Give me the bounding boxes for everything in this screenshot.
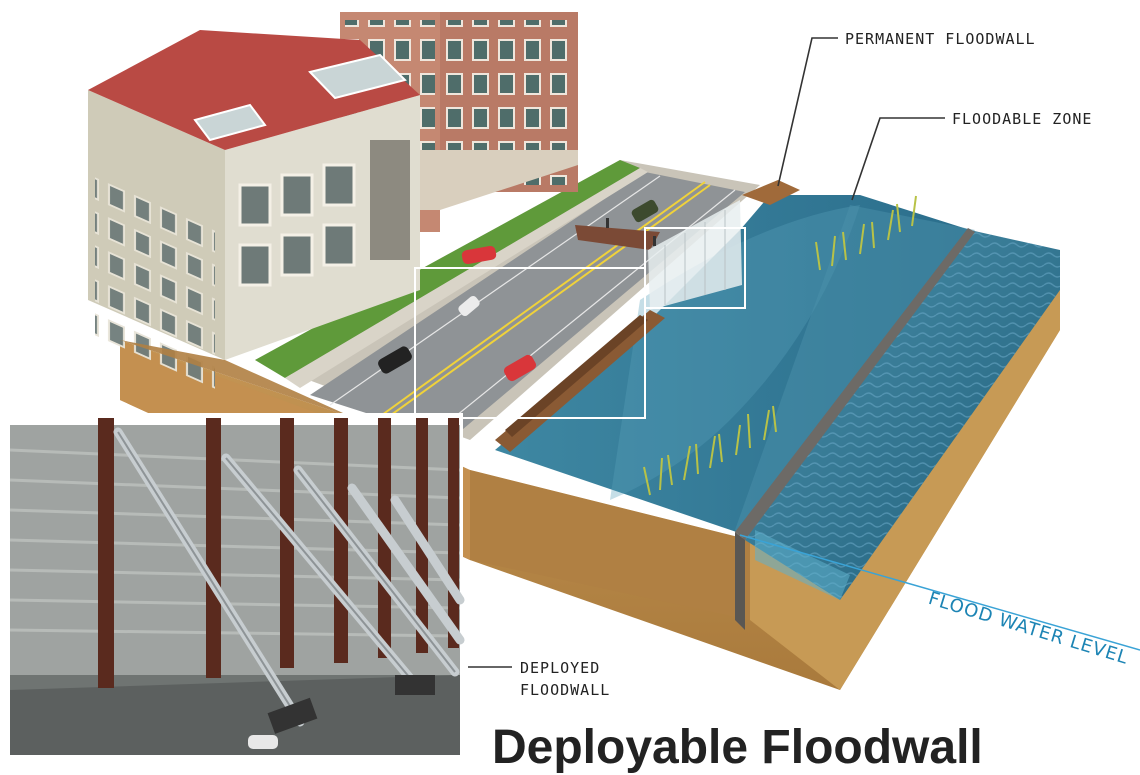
- channel-planter: [495, 310, 665, 452]
- building-front: [88, 30, 470, 470]
- deployed-floodwall-label-line1: DEPLOYED: [520, 659, 601, 677]
- permanent-floodwall: [735, 228, 975, 630]
- reeds: [643, 195, 917, 496]
- floodwall-illustration: [8, 12, 1140, 755]
- permanent-floodwall-label: PERMANENT FLOODWALL: [845, 30, 1036, 48]
- deployable-floodwall-panels: [644, 180, 800, 310]
- deployed-floodwall-label: DEPLOYED FLOODWALL: [520, 657, 610, 701]
- floodable-zone-label: FLOODABLE ZONE: [952, 110, 1093, 128]
- callout-frame: [414, 267, 646, 419]
- label-leaders: [468, 37, 945, 668]
- deployed-floodwall-label-line2: FLOODWALL: [520, 681, 611, 699]
- flood-water-level-line: [739, 534, 1140, 651]
- flood-water: [745, 230, 1060, 600]
- page-title: Deployable Floodwall: [492, 721, 983, 774]
- car-icon: [378, 199, 659, 382]
- deployed-floodwall-photo: [8, 413, 465, 755]
- person-icon: [606, 218, 656, 246]
